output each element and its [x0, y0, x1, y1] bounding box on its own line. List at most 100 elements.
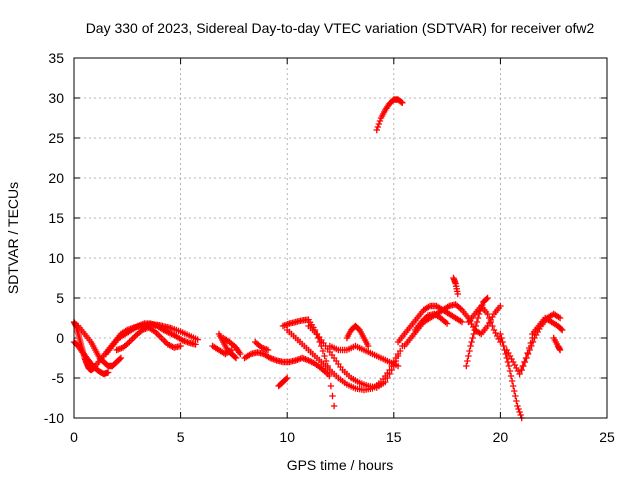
data-point: [231, 353, 239, 361]
data-point: [327, 382, 335, 390]
data-point: [365, 342, 372, 350]
data-point: [232, 354, 240, 362]
y-tick-label: 0: [56, 330, 64, 346]
series-track-5: [102, 320, 199, 358]
data-point: [513, 397, 520, 405]
series-track-15: [305, 322, 406, 391]
x-tick-label: 20: [493, 429, 509, 445]
tick-labels: 0 5 10 15 20 25 -10 -5 0 5 10 15 20 25 30 35: [44, 50, 615, 445]
data-point: [443, 320, 451, 327]
x-tick-label: 10: [279, 429, 295, 445]
y-tick-label: 10: [48, 250, 64, 266]
data-point: [467, 342, 474, 350]
data-point: [514, 402, 521, 410]
data-point: [523, 354, 530, 362]
data-point: [237, 350, 244, 358]
data-point: [399, 99, 406, 106]
data-point: [282, 375, 290, 383]
y-tick-label: 35: [48, 50, 64, 66]
y-tick-label: 15: [48, 210, 64, 226]
series-track-9: [220, 334, 244, 358]
data-point: [526, 346, 533, 354]
chart-title: Day 330 of 2023, Sidereal Day-to-day VTE…: [86, 20, 595, 36]
data-point: [382, 378, 389, 386]
y-axis-label: SDTVAR / TECUs: [5, 182, 21, 294]
data-point: [528, 342, 535, 350]
series-track-16: [326, 342, 402, 370]
data-point: [529, 338, 537, 346]
series-track-22: [450, 274, 461, 298]
x-tick-label: 0: [70, 429, 78, 445]
data-point: [472, 322, 480, 330]
series-track-25: [497, 330, 525, 422]
data-point: [515, 405, 522, 413]
series-track-6: [113, 324, 184, 354]
data-point: [319, 347, 327, 355]
data-point: [484, 294, 491, 302]
y-tick-label: 25: [48, 130, 64, 146]
data-point: [556, 314, 564, 322]
data-points: [70, 96, 566, 422]
series-track-21: [411, 310, 451, 334]
data-point: [469, 334, 476, 342]
data-point: [486, 314, 493, 322]
y-tick-label: -10: [44, 410, 64, 426]
data-point: [384, 374, 391, 382]
x-tick-label: 15: [386, 429, 402, 445]
series-track-19: [394, 302, 466, 346]
data-point: [521, 358, 529, 366]
data-point: [559, 326, 566, 334]
data-point: [463, 362, 470, 370]
series-track-10: [241, 349, 331, 378]
data-point: [394, 352, 402, 360]
series-track-11: [252, 338, 272, 354]
data-point: [516, 408, 523, 416]
data-point: [489, 322, 496, 330]
plot-frame: [73, 57, 608, 419]
data-point: [483, 295, 490, 303]
series-track-12: [275, 374, 291, 390]
data-point: [520, 362, 527, 370]
data-point: [374, 123, 382, 131]
data-point: [464, 357, 471, 365]
data-point: [508, 377, 516, 385]
data-point: [329, 392, 336, 400]
data-point: [470, 330, 477, 338]
data-point: [192, 341, 199, 348]
data-point: [326, 372, 333, 380]
data-point: [516, 370, 523, 378]
data-point: [474, 314, 482, 322]
data-point: [524, 350, 532, 358]
data-point: [194, 336, 201, 343]
data-point: [499, 338, 506, 346]
data-point: [557, 325, 565, 333]
data-point: [507, 372, 515, 380]
data-point: [228, 346, 235, 354]
data-point: [506, 367, 514, 375]
data-point: [466, 347, 473, 355]
data-point: [512, 392, 519, 400]
data-point: [517, 411, 524, 419]
data-point: [284, 374, 291, 382]
data-point: [375, 120, 383, 128]
y-tick-label: 30: [48, 90, 64, 106]
data-point: [264, 346, 272, 354]
data-point: [388, 366, 395, 374]
data-point: [386, 370, 393, 378]
data-point: [321, 352, 328, 360]
x-tick-label: 5: [177, 429, 185, 445]
data-point: [116, 355, 124, 363]
series-track-13: [279, 316, 338, 410]
data-point: [396, 347, 404, 355]
y-tick-label: -5: [52, 370, 65, 386]
series-track-29: [550, 334, 564, 354]
data-point: [509, 382, 517, 390]
data-point: [497, 330, 504, 338]
series-track-28: [529, 314, 566, 338]
data-point: [454, 290, 461, 298]
data-point: [487, 318, 495, 326]
x-tick-label: 25: [599, 429, 615, 445]
data-point: [117, 354, 125, 362]
y-tick-label: 5: [56, 290, 64, 306]
